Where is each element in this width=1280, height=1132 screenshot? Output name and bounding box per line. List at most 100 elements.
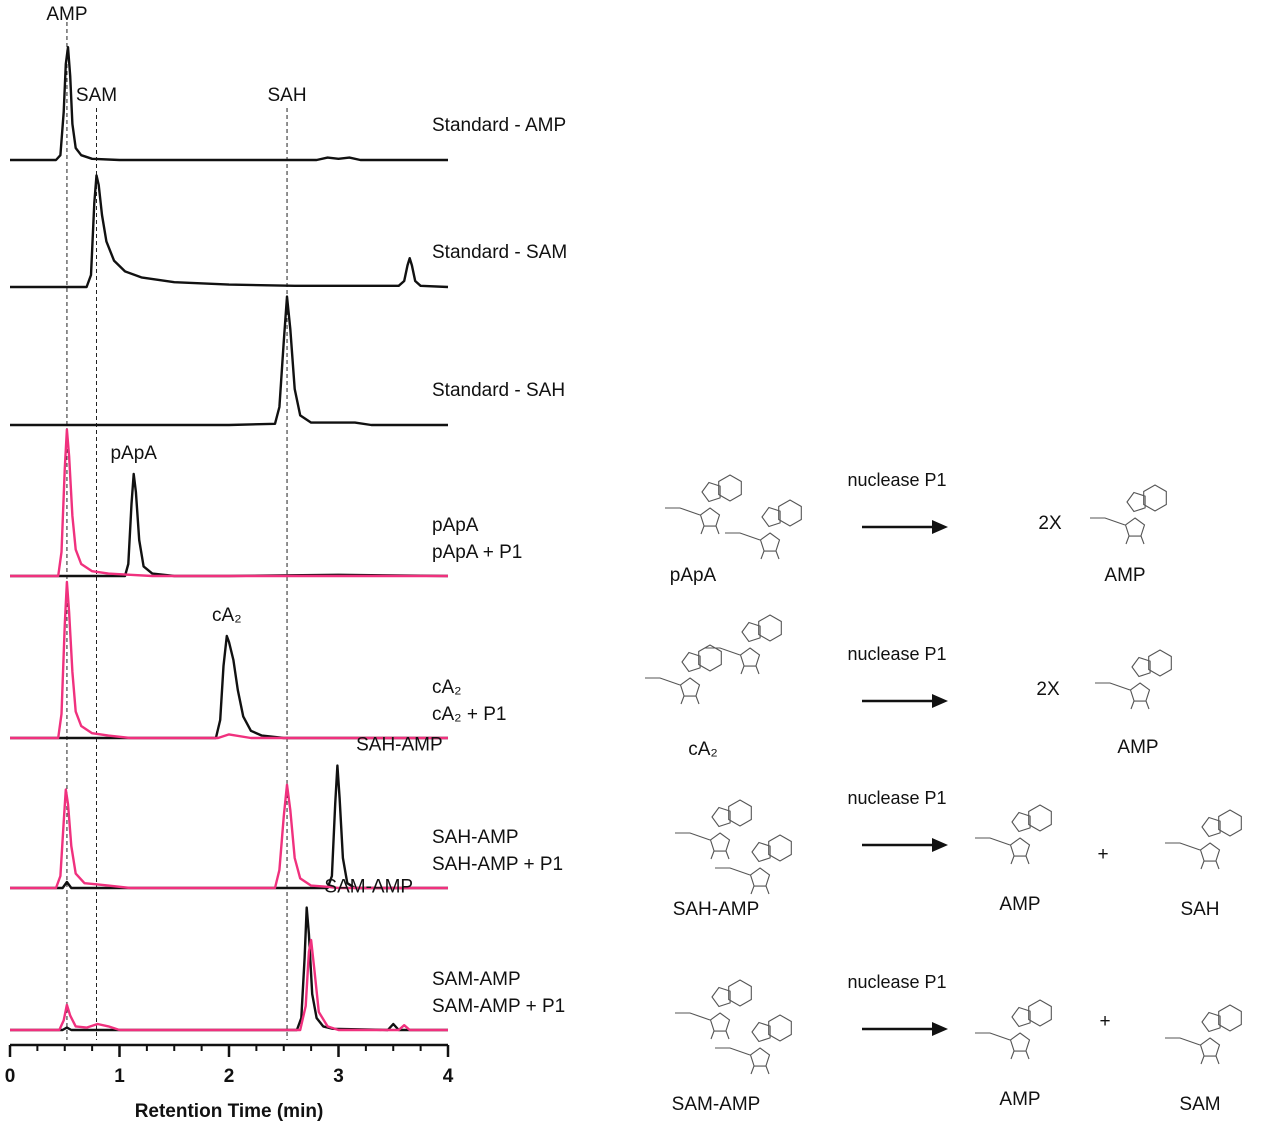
structure bbox=[1090, 484, 1167, 545]
ring bbox=[1028, 999, 1052, 1027]
ring bbox=[1143, 484, 1167, 512]
arrow-head bbox=[932, 520, 948, 534]
x-tick-label: 2 bbox=[224, 1066, 235, 1087]
marker-label: AMP bbox=[46, 4, 87, 25]
peak-label: cA₂ bbox=[212, 605, 242, 626]
ring bbox=[711, 806, 731, 828]
trace bbox=[10, 46, 448, 162]
structure bbox=[725, 499, 802, 560]
x-tick-label: 0 bbox=[5, 1066, 16, 1087]
structure bbox=[705, 614, 782, 675]
structure bbox=[675, 799, 752, 860]
legend-label: cA₂ bbox=[432, 677, 462, 698]
peak-label: SAM-AMP bbox=[324, 877, 413, 898]
legend-label: SAM-AMP bbox=[432, 969, 521, 990]
ring bbox=[1201, 816, 1221, 838]
legend-label: SAH-AMP bbox=[432, 827, 519, 848]
bond bbox=[715, 1047, 770, 1075]
sugar-ring bbox=[679, 677, 701, 697]
substrate-label: SAM-AMP bbox=[672, 1094, 761, 1115]
product-label: AMP bbox=[999, 1089, 1040, 1110]
ring bbox=[758, 614, 782, 642]
legend-label: SAH-AMP + P1 bbox=[432, 854, 563, 875]
structure bbox=[665, 474, 742, 535]
bond bbox=[705, 647, 760, 675]
legend-label: pApA bbox=[432, 515, 479, 536]
product-label: AMP bbox=[1104, 565, 1145, 586]
ring bbox=[1126, 491, 1146, 513]
legend-label: Standard - SAH bbox=[432, 380, 565, 401]
bond bbox=[645, 677, 700, 705]
enzyme-label: nuclease P1 bbox=[847, 470, 946, 490]
coefficient: 2X bbox=[1036, 679, 1060, 700]
structure bbox=[645, 644, 722, 705]
trace bbox=[10, 428, 448, 578]
ring bbox=[728, 979, 752, 1007]
trace bbox=[10, 764, 448, 890]
ring bbox=[741, 621, 761, 643]
sugar-ring bbox=[1199, 1037, 1221, 1057]
sugar-ring bbox=[1009, 837, 1031, 857]
bond bbox=[1165, 842, 1220, 870]
ring bbox=[1148, 649, 1172, 677]
ring bbox=[761, 506, 781, 528]
sugar-ring bbox=[739, 647, 761, 667]
arrow-head bbox=[932, 838, 948, 852]
ring bbox=[1028, 804, 1052, 832]
legend-label: Standard - SAM bbox=[432, 242, 567, 263]
ring bbox=[728, 799, 752, 827]
x-tick-label: 1 bbox=[114, 1066, 125, 1087]
legend-label: Standard - AMP bbox=[432, 115, 566, 136]
ring bbox=[1218, 809, 1242, 837]
bond bbox=[1165, 1037, 1220, 1065]
ring bbox=[711, 986, 731, 1008]
trace bbox=[10, 580, 448, 740]
bond bbox=[675, 1012, 730, 1040]
structure bbox=[975, 804, 1052, 865]
arrow-head bbox=[932, 694, 948, 708]
trace bbox=[10, 634, 448, 740]
peak-label: pApA bbox=[110, 443, 157, 464]
enzyme-label: nuclease P1 bbox=[847, 644, 946, 664]
ring bbox=[698, 644, 722, 672]
enzyme-label: nuclease P1 bbox=[847, 788, 946, 808]
bond bbox=[975, 1032, 1030, 1060]
ring bbox=[778, 499, 802, 527]
substrate-label: pApA bbox=[670, 565, 717, 586]
sugar-ring bbox=[749, 867, 771, 887]
marker-label: SAM bbox=[76, 85, 117, 106]
sugar-ring bbox=[699, 507, 721, 527]
x-tick-label: 3 bbox=[333, 1066, 344, 1087]
substrate-label: SAH-AMP bbox=[673, 899, 760, 920]
structure bbox=[975, 999, 1052, 1060]
structure bbox=[715, 1014, 792, 1075]
ring bbox=[768, 834, 792, 862]
sugar-ring bbox=[709, 832, 731, 852]
legend-label: pApA + P1 bbox=[432, 542, 522, 563]
trace bbox=[10, 472, 449, 578]
coefficient: 2X bbox=[1038, 513, 1062, 534]
bond bbox=[1090, 517, 1145, 545]
product-label: SAM bbox=[1179, 1094, 1220, 1115]
bond bbox=[665, 507, 720, 535]
structure bbox=[1165, 1004, 1242, 1065]
operator: + bbox=[1097, 844, 1108, 865]
bond bbox=[975, 837, 1030, 865]
ring bbox=[1201, 1011, 1221, 1033]
trace bbox=[10, 295, 448, 427]
ring bbox=[718, 474, 742, 502]
structure bbox=[1095, 649, 1172, 710]
x-tick-label: 4 bbox=[443, 1066, 454, 1087]
product-label: AMP bbox=[999, 894, 1040, 915]
sugar-ring bbox=[1129, 682, 1151, 702]
trace bbox=[10, 783, 448, 890]
substrate-label: cA₂ bbox=[688, 739, 718, 760]
trace bbox=[10, 938, 448, 1032]
legend-label: SAM-AMP + P1 bbox=[432, 996, 565, 1017]
x-axis-title: Retention Time (min) bbox=[135, 1101, 324, 1122]
bond bbox=[675, 832, 730, 860]
sugar-ring bbox=[1199, 842, 1221, 862]
ring bbox=[1011, 811, 1031, 833]
legend-label: cA₂ + P1 bbox=[432, 704, 506, 725]
